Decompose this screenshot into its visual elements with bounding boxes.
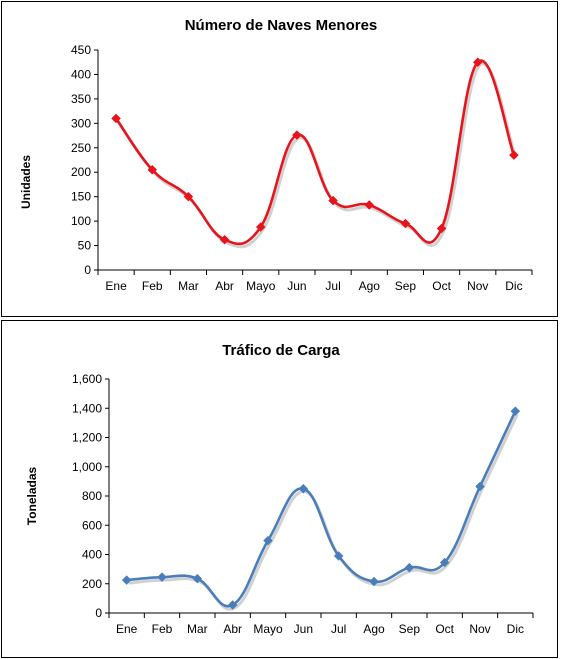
data-point-marker (404, 562, 415, 573)
chart-panel-carga: Tráfico de Carga Toneladas 0 200 400 600 800… (1, 320, 558, 658)
y-tick-label: 1,400 (72, 401, 102, 415)
x-tick-label: Ago (359, 279, 381, 293)
y-axis-label: Toneladas (25, 466, 39, 525)
x-tick-label: Ene (105, 279, 127, 293)
data-point-marker (439, 557, 450, 568)
y-tick-label: 300 (71, 116, 91, 130)
x-tick-label: Mayo (253, 622, 283, 636)
x-tick-label: Nov (469, 622, 490, 636)
y-tick-label: 1,000 (72, 460, 102, 474)
x-tick-label: Feb (152, 622, 173, 636)
plot-area: 0 200 400 600 800 1,000 1,200 1,400 1,600 Ene Feb M… (72, 372, 534, 636)
data-point-marker (147, 164, 158, 175)
chart-panel-naves: Número de Naves Menores Unidades 0 50 100 1… (1, 1, 558, 317)
y-tick-label: 450 (71, 43, 91, 57)
data-point-marker (192, 573, 203, 584)
x-tick-label: Mar (178, 279, 199, 293)
data-point-marker (292, 130, 302, 140)
y-tick-label: 0 (95, 606, 102, 620)
data-point-marker (475, 481, 485, 492)
chart-naves-svg: Número de Naves Menores Unidades 0 50 100 1… (19, 17, 533, 293)
y-tick-label: 400 (71, 67, 91, 81)
x-tick-label: Abr (215, 279, 234, 293)
data-point-marker (111, 113, 121, 124)
data-point-marker (121, 575, 132, 585)
x-tick-label: Ago (363, 622, 385, 636)
y-tick-label: 400 (82, 548, 102, 562)
data-point-marker (263, 535, 273, 546)
x-tick-label: Mar (187, 622, 208, 636)
data-point-marker (255, 222, 266, 232)
y-tick-label: 250 (71, 141, 91, 155)
y-tick-label: 100 (71, 214, 91, 228)
x-tick-label: Jul (331, 622, 346, 636)
y-tick-label: 200 (71, 165, 91, 179)
x-tick-label: Oct (435, 622, 454, 636)
data-point-marker (227, 600, 238, 610)
y-tick-label: 200 (82, 577, 102, 591)
y-tick-label: 50 (78, 239, 92, 253)
x-tick-label: Abr (223, 622, 242, 636)
series-line (115, 59, 516, 246)
data-point-marker (364, 200, 375, 210)
plot-area: 0 50 100 150 200 250 300 350 400 450 Ene Feb Mar Abr M… (71, 43, 533, 293)
y-tick-label: 600 (82, 518, 102, 532)
y-tick-label: 800 (82, 489, 102, 503)
x-tick-label: Jun (294, 622, 313, 636)
y-axis-label: Unidades (19, 155, 33, 209)
chart-carga-svg: Tráfico de Carga Toneladas 0 200 400 600 800… (25, 342, 534, 636)
data-point-marker (510, 406, 521, 417)
chart-title: Tráfico de Carga (222, 342, 340, 359)
x-tick-label: Jun (287, 279, 306, 293)
data-point-marker (333, 551, 344, 561)
series-line-shadow (128, 413, 519, 611)
x-tick-label: Dic (505, 279, 522, 293)
data-point-marker (219, 234, 230, 245)
y-tick-label: 1,600 (72, 372, 102, 386)
data-point-marker (472, 57, 483, 68)
data-point-marker (157, 572, 167, 583)
y-tick-label: 350 (71, 92, 91, 106)
series-line (126, 410, 517, 608)
x-tick-label: Jul (325, 279, 340, 293)
x-tick-label: Sep (395, 279, 417, 293)
x-tick-label: Ene (116, 622, 138, 636)
y-tick-label: 0 (84, 263, 91, 277)
data-point-marker (328, 195, 338, 206)
x-tick-label: Dic (507, 622, 524, 636)
chart-title: Número de Naves Menores (185, 17, 378, 34)
y-tick-label: 150 (71, 190, 91, 204)
data-point-marker (298, 483, 309, 494)
x-tick-label: Oct (432, 279, 451, 293)
data-point-marker (400, 218, 411, 229)
x-tick-label: Mayo (246, 279, 276, 293)
data-point-marker (509, 150, 519, 160)
x-tick-label: Nov (467, 279, 488, 293)
x-tick-label: Sep (399, 622, 421, 636)
data-point-marker (436, 223, 447, 234)
data-point-marker (369, 576, 379, 587)
x-tick-label: Feb (142, 279, 163, 293)
y-tick-label: 1,200 (72, 431, 102, 445)
data-point-marker (183, 191, 194, 202)
